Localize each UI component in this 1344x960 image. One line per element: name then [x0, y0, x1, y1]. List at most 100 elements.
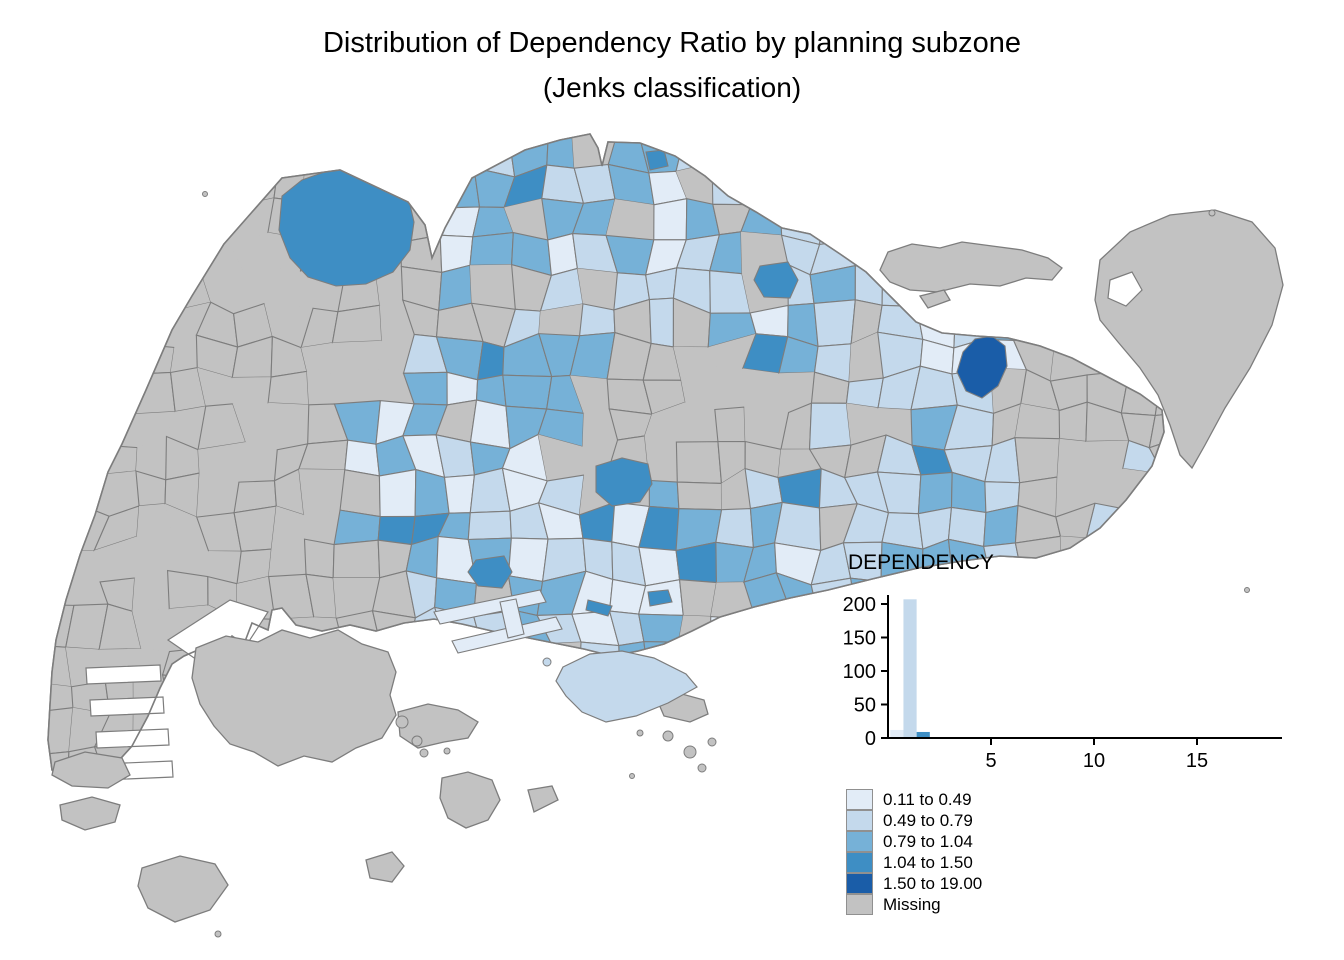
subzone [48, 474, 74, 515]
subzone [331, 304, 383, 344]
subzone [232, 377, 272, 404]
subzone [1017, 198, 1054, 244]
subzone [48, 136, 68, 170]
subzone [876, 138, 916, 176]
subzone [541, 711, 585, 747]
legend-item: 1.50 to 19.00 [846, 872, 982, 894]
subzone [439, 134, 480, 177]
subzone [983, 504, 1019, 548]
subzone [708, 707, 750, 754]
subzone [269, 134, 306, 169]
subzone [264, 267, 314, 309]
islet [419, 748, 429, 758]
subzone [48, 546, 67, 577]
subzone [644, 435, 678, 483]
subzone [233, 267, 267, 314]
subzone [721, 468, 751, 510]
subzone [48, 644, 73, 688]
subzone [508, 134, 552, 139]
subzone [673, 346, 719, 381]
port-pier-subzone [499, 598, 525, 639]
subzone [303, 538, 335, 579]
hist-x-tick-label: 10 [1083, 750, 1105, 772]
subzone [62, 550, 101, 582]
subzone [339, 469, 381, 518]
islet [697, 763, 707, 773]
subzone [538, 434, 584, 481]
subzone [341, 750, 376, 777]
hist-bar [916, 731, 930, 738]
subzone [164, 503, 209, 552]
sentosa-island [555, 650, 698, 723]
legend-label: 0.11 to 0.49 [883, 789, 972, 809]
subzone [784, 140, 818, 176]
subzone [137, 135, 178, 174]
subzone [306, 371, 344, 405]
subzone [48, 502, 74, 552]
subzone [132, 570, 170, 612]
islet [443, 747, 451, 755]
hist-bar [890, 729, 904, 738]
subzone [570, 375, 610, 414]
islet [202, 191, 208, 197]
subzone [475, 712, 506, 752]
pulau-tekong [1094, 209, 1284, 470]
subzone [753, 261, 799, 299]
subzone [774, 501, 822, 552]
hist-x-tick-label: 15 [1186, 750, 1208, 772]
subzone [443, 474, 476, 514]
subzone [303, 510, 341, 545]
subzone [875, 198, 924, 244]
hist-bar [903, 599, 917, 738]
subzone [1085, 440, 1129, 479]
islet [662, 730, 674, 742]
subzone [378, 334, 415, 374]
port-pier-subzone [433, 589, 547, 625]
islet [1208, 209, 1216, 217]
subzone [267, 370, 310, 406]
subzone [1054, 304, 1094, 347]
subzone [470, 134, 512, 136]
subzone [48, 377, 67, 415]
subzone [641, 740, 678, 782]
subzone [164, 161, 212, 206]
subzone [748, 741, 785, 782]
islet [542, 657, 552, 667]
subzone [475, 645, 519, 687]
subzone [268, 402, 309, 450]
subzone [648, 297, 675, 348]
subzone [779, 174, 824, 211]
subzone [132, 608, 170, 652]
subzone [130, 411, 176, 448]
islet [214, 930, 222, 938]
subzone [1151, 134, 1164, 165]
subzone [230, 783, 279, 810]
map-legend: 0.11 to 0.49 0.49 to 0.79 0.79 to 1.04 1.04… [846, 788, 982, 915]
subzone [1057, 438, 1086, 479]
subzone [232, 402, 278, 450]
subzone [59, 136, 107, 173]
subzone [94, 536, 137, 582]
legend-label: 1.04 to 1.50 [883, 852, 973, 872]
subzone [678, 579, 718, 618]
histogram-title: DEPENDENCY [848, 551, 994, 574]
subzone [715, 507, 755, 549]
subzone [778, 372, 815, 413]
pulau-ubin [879, 241, 1063, 293]
subzone [48, 436, 66, 478]
subzone [1187, 164, 1219, 212]
subzone [504, 743, 544, 782]
subzone [1115, 163, 1160, 212]
subzone [1055, 477, 1096, 517]
subzone [332, 539, 381, 579]
subzone [1079, 780, 1124, 782]
subzone [1055, 775, 1091, 782]
subzone [334, 369, 381, 404]
subzone [60, 404, 102, 450]
subzone [503, 683, 551, 714]
subzone [675, 441, 723, 484]
subzone [585, 599, 613, 617]
legend-item: 1.04 to 1.50 [846, 851, 982, 873]
subzone [846, 403, 887, 446]
